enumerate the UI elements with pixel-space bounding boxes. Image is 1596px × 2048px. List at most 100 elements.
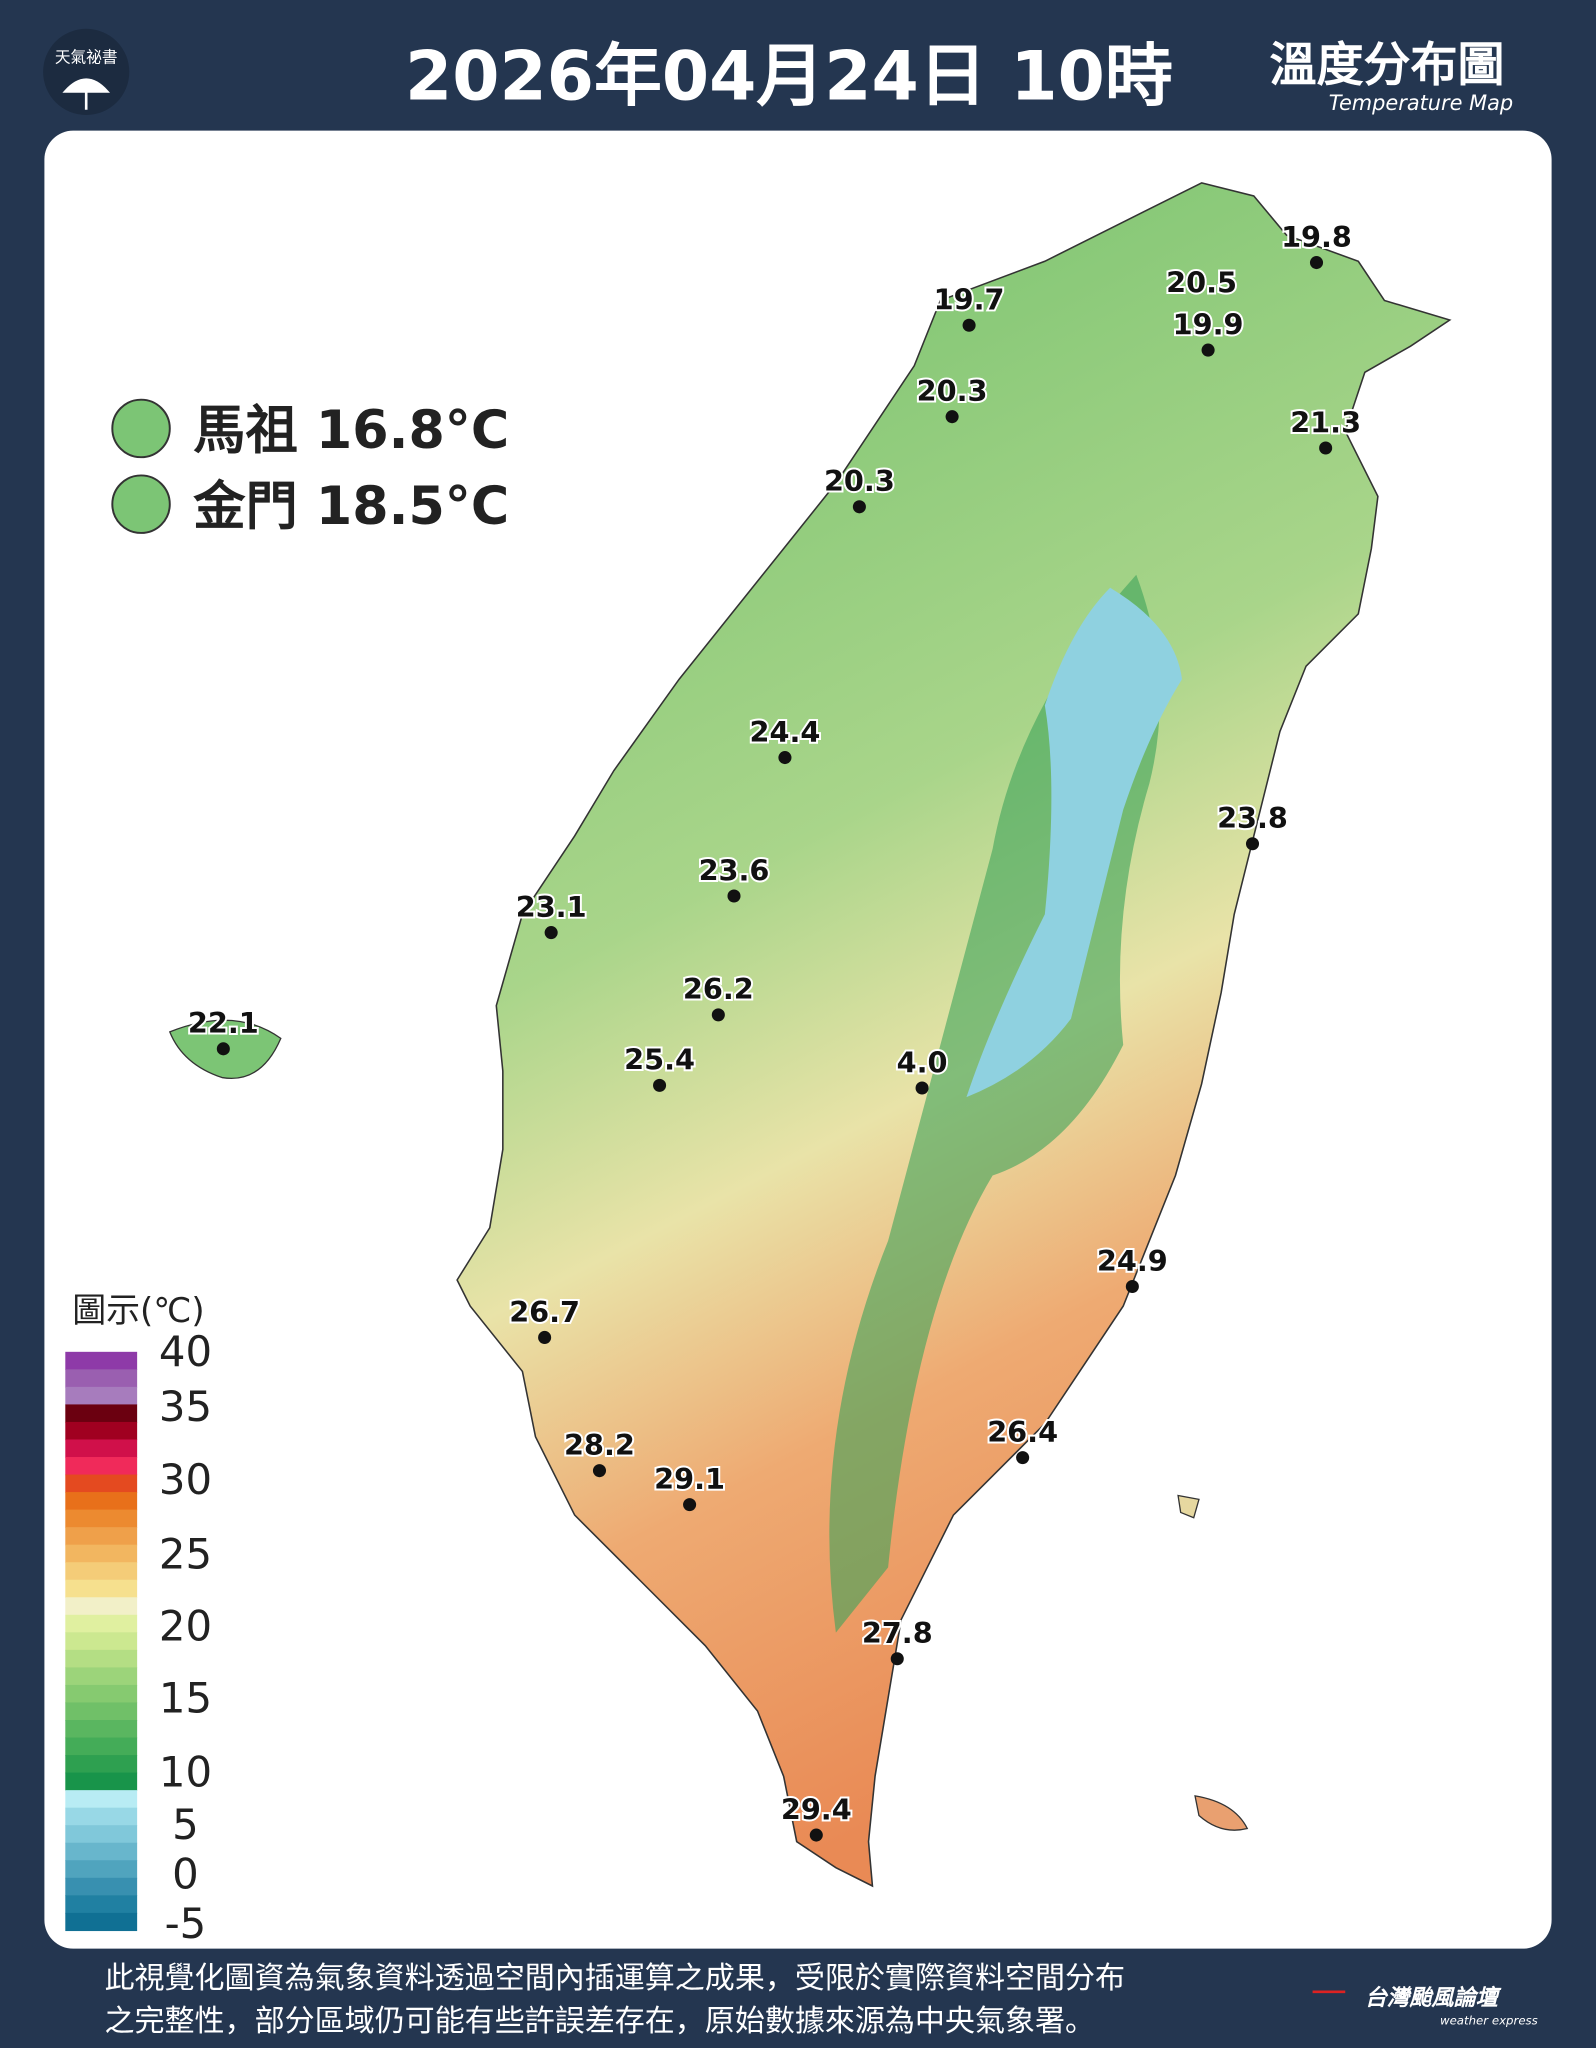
colorbar-swatch (65, 1474, 138, 1493)
island-marker (111, 398, 171, 459)
station-temp: 19.9 (1173, 307, 1244, 341)
colorbar-swatch (65, 1386, 138, 1406)
logo-umbrella (62, 78, 111, 110)
colorbar-swatch (65, 1649, 138, 1669)
station-temp: 4.0 (897, 1045, 948, 1079)
station-dot (945, 410, 959, 424)
station-temp: 23.8 (1217, 801, 1288, 835)
station-dot (538, 1330, 552, 1344)
footer: 台灣颱風論壇 weather express 此視覺化圖資為氣象資料透過空間內插… (104, 1961, 1537, 2039)
station-dot (727, 889, 741, 903)
colorbar-swatch (65, 1421, 138, 1441)
colorbar-swatch (65, 1720, 138, 1739)
colorbar-swatch (65, 1369, 138, 1388)
title: 2026年04月24日 10時 (405, 37, 1173, 116)
legend-tick-label: 25 (159, 1530, 212, 1579)
station-dot (1245, 837, 1260, 851)
colorbar-swatch (65, 1772, 138, 1791)
island-temp: 馬祖 16.8°C (193, 401, 509, 461)
colorbar-swatch (65, 1895, 138, 1914)
station-temp: 19.7 (934, 283, 1005, 317)
station-temp: 21.3 (1290, 405, 1361, 439)
colorbar-swatch (65, 1860, 138, 1879)
subtitle-en: Temperature Map (1329, 91, 1513, 115)
station-temp: 19.8 (1281, 220, 1352, 254)
station-dot (962, 318, 976, 332)
station-temp: 27.8 (862, 1616, 933, 1650)
station-dot (1319, 441, 1333, 455)
station-temp: 29.1 (654, 1462, 725, 1496)
legend-tick-label: 5 (172, 1800, 199, 1849)
colorbar-swatch (65, 1790, 138, 1809)
legend-tick-label: 30 (159, 1455, 212, 1504)
colorbar-swatch (65, 1351, 138, 1371)
colorbar-swatch (65, 1632, 138, 1651)
island-marker (111, 474, 171, 534)
colorbar-swatch (65, 1614, 138, 1633)
station-temp: 20.5 (1166, 266, 1237, 300)
station-dot (852, 500, 866, 514)
colorbar-swatch (65, 1492, 138, 1511)
legend-tick-label: 35 (159, 1382, 212, 1431)
station-temp: 23.6 (699, 853, 770, 887)
station-temp: 24.4 (750, 715, 821, 749)
logo-text: 天氣祕書 (55, 48, 118, 67)
colorbar-swatch (65, 1597, 138, 1616)
colorbar-swatch (65, 1457, 138, 1476)
colorbar-swatch (65, 1702, 138, 1721)
legend-tick-label: -5 (165, 1899, 207, 1948)
colorbar-swatch (65, 1579, 138, 1598)
station-temp: 20.3 (824, 464, 895, 498)
colorbar-swatch (65, 1877, 138, 1896)
footer-note: 此視覺化圖資為氣象資料透過空間內插運算之成果，受限於實際資料空間分布 (104, 1961, 1125, 1996)
colorbar-swatch (65, 1825, 138, 1844)
station-dot (544, 926, 558, 940)
colorbar-swatch (65, 1404, 138, 1423)
island-temp: 金門 18.5°C (192, 477, 509, 537)
station-temp: 28.2 (564, 1428, 635, 1462)
station-temp: 22.1 (188, 1006, 259, 1040)
station-temp: 25.4 (624, 1043, 695, 1077)
station-dot (592, 1464, 607, 1478)
station-temp: 29.4 (781, 1792, 852, 1826)
colorbar-swatch (65, 1527, 138, 1546)
station-temp: 26.4 (987, 1415, 1058, 1449)
legend-tick-label: 10 (159, 1748, 212, 1797)
station-temp: 20.3 (917, 374, 988, 408)
taiwan-map (168, 182, 1452, 1888)
station-dot (216, 1042, 230, 1056)
colorbar-swatch (65, 1544, 138, 1563)
legend-title: 圖示(℃) (72, 1291, 204, 1331)
station-dot (1125, 1279, 1139, 1294)
station-temp: 24.9 (1097, 1244, 1168, 1278)
cold-peaks (966, 587, 1182, 1098)
station-dot (809, 1828, 823, 1842)
subtitle: 溫度分布圖 (1270, 38, 1505, 93)
legend-tick-label: 20 (159, 1601, 212, 1650)
legend-tick-label: 40 (159, 1327, 212, 1376)
footer-note: 之完整性，部分區域仍可能有些許誤差存在，原始數據來源為中央氣象署。 (104, 2004, 1095, 2039)
colorbar-swatch (65, 1562, 138, 1581)
colorbar-swatch (65, 1737, 138, 1756)
station-temp: 26.7 (509, 1295, 580, 1329)
colorbar-swatch (65, 1684, 138, 1704)
station-dot (683, 1498, 697, 1512)
brand-en: weather express (1440, 2013, 1538, 2027)
station-dot (915, 1081, 929, 1095)
station-dot (890, 1652, 904, 1666)
brand: 台灣颱風論壇 (1365, 1985, 1502, 2011)
station-temp: 23.1 (516, 890, 587, 924)
colorbar-swatch (65, 1755, 138, 1774)
lanyu (1194, 1795, 1249, 1831)
logo-badge (43, 28, 130, 115)
legend-tick-label: 0 (172, 1850, 199, 1899)
station-dot (653, 1078, 667, 1092)
colorbar-swatch (65, 1842, 138, 1861)
offshore-islands: 馬祖 16.8°C 金門 18.5°C (111, 398, 509, 537)
station-dot (1201, 343, 1215, 357)
colorbar-swatch (65, 1439, 138, 1458)
stations: 19.8 20.5 19.9 19.7 20.3 21.3 20.3 24.4 23.8 23.6… (186, 218, 1363, 1842)
